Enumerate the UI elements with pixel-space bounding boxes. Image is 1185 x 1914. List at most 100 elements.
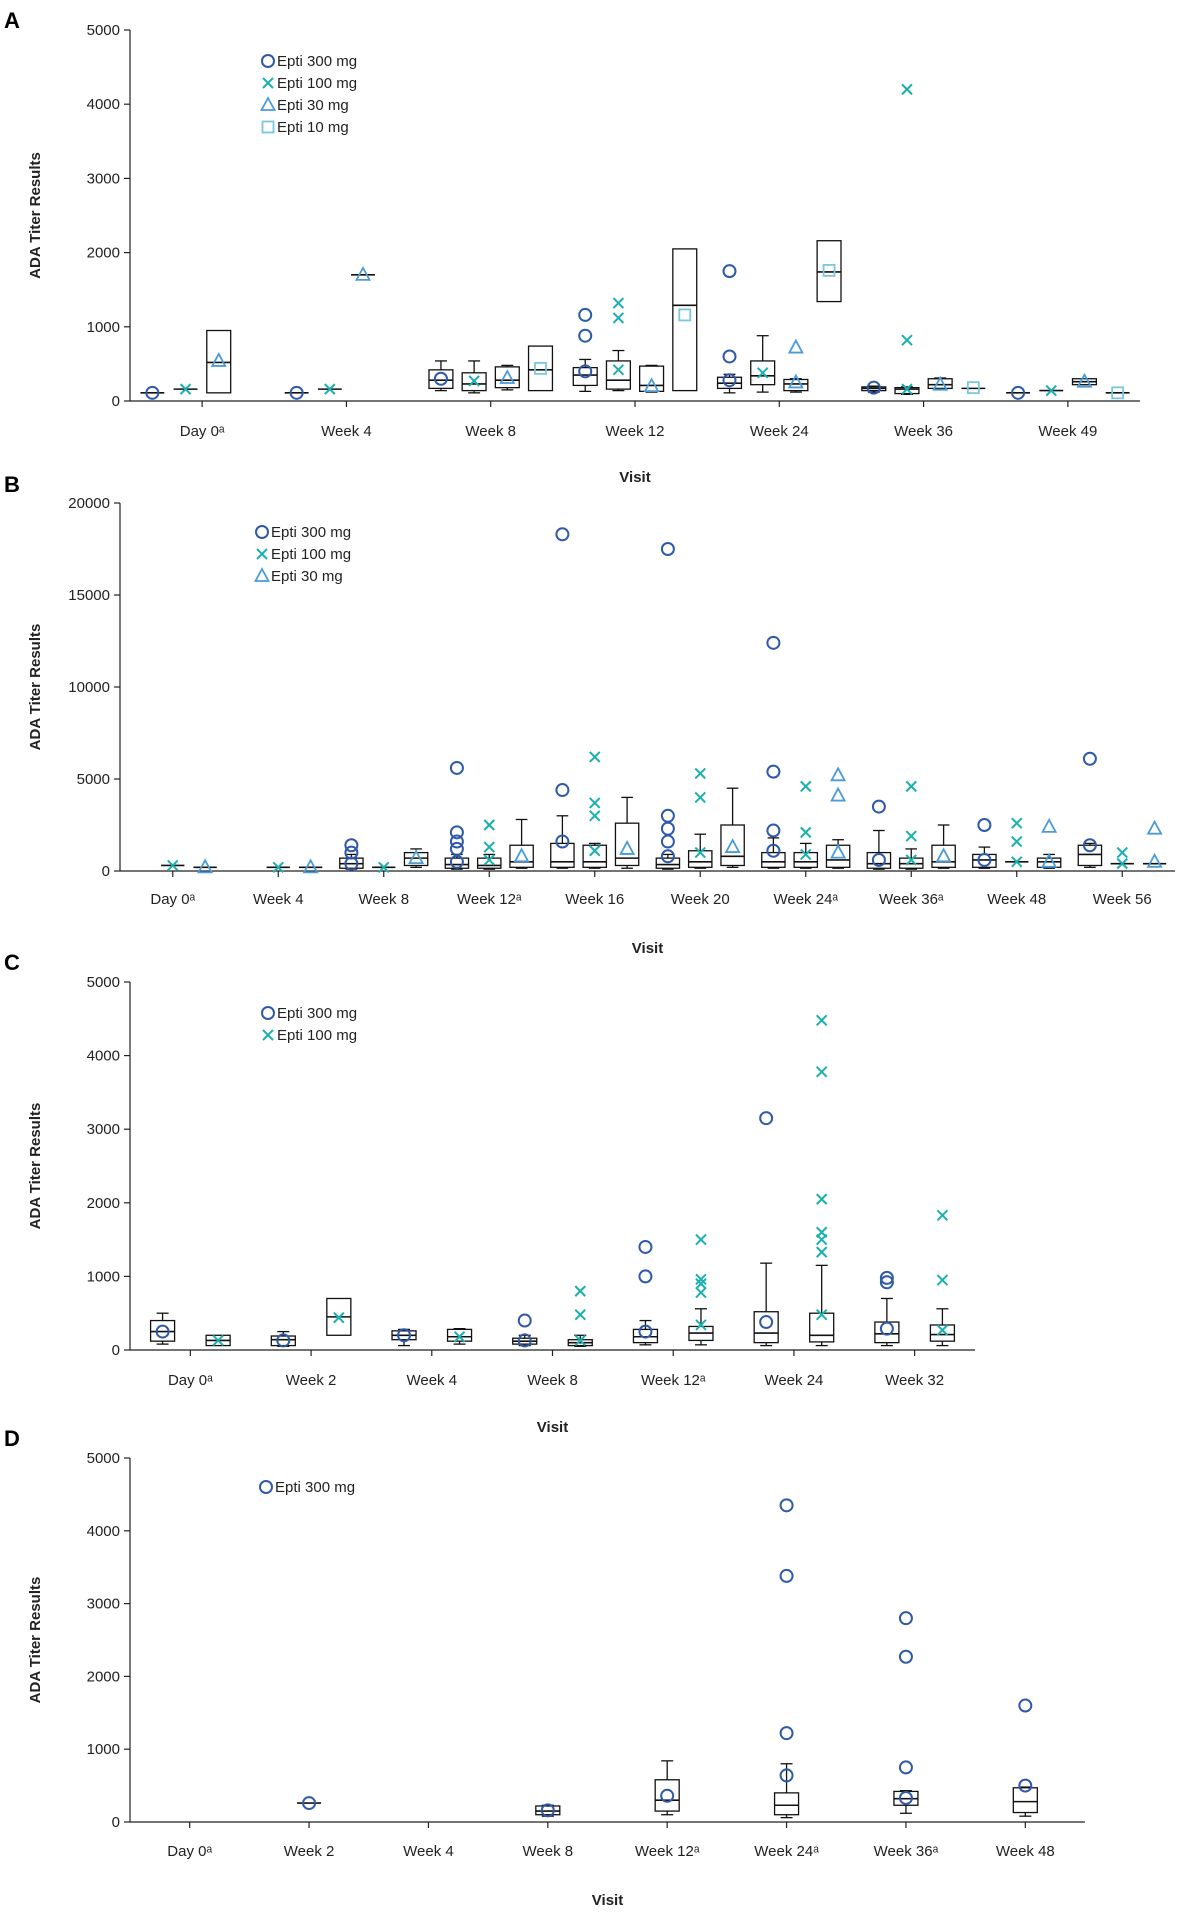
outlier-marker [578,328,593,343]
legend-marker [256,548,268,560]
mean-marker [1045,384,1057,397]
x-tick-label: Week 4 [321,423,372,440]
panel-b: B 0 5000 10000 15000 20000 Day 0ᵃ Week 4 Week 8 W… [4,472,1175,957]
mean-marker [660,1788,675,1803]
legend-marker [262,77,274,89]
box [687,850,713,868]
outlier-marker [612,312,625,324]
series-epti-30-mg [206,265,1098,394]
outlier-marker [344,845,359,860]
y-tick-label: 1000 [87,319,120,336]
mean-marker [905,854,917,866]
mean-marker [1041,852,1058,868]
y-axis-title: ADA Titer Results [27,624,44,751]
mean-marker [932,375,949,391]
outlier-marker [766,635,781,650]
y-tick-label: 10000 [68,679,110,696]
mean-marker [499,369,516,384]
mean-marker [179,383,192,395]
outlier-marker [977,818,992,832]
legend-entry: Epti 100 mg [277,1027,357,1044]
box [672,248,698,392]
outlier-marker [898,1611,913,1626]
series-epti-300-mg [140,264,1031,400]
box [773,1792,800,1816]
series-epti-100-mg [205,1014,956,1347]
y-tick-label: 3000 [87,1121,120,1138]
x-tick-label: Week 12 [606,423,665,440]
y-tick-label: 0 [102,863,110,880]
y-tick-label: 1000 [87,1741,120,1758]
box [894,386,920,395]
outlier-marker [1011,835,1023,848]
outlier-marker [936,1209,949,1222]
panel-d: D 0 1000 2000 3000 4000 5000 Day 0ᵃ Week 2 Week 4… [4,1426,1085,1909]
x-tick-label: Week 32 [885,1372,944,1389]
mean-marker [815,1308,828,1321]
mean-marker [197,858,214,874]
y-tick-label: 5000 [87,1450,120,1467]
box [654,1779,680,1812]
outlier-marker [574,1285,586,1297]
mean-marker [898,1790,913,1805]
legend-entry: Epti 300 mg [277,1005,357,1022]
mean-marker [468,375,480,387]
x-axis-title: Visit [592,1892,623,1909]
box [494,366,520,389]
outlier-marker [1116,846,1128,859]
box [929,1324,956,1342]
mean-marker [324,383,336,395]
mean-marker [660,849,675,864]
series-epti-100-mg [161,751,1134,874]
y-tick-label: 15000 [68,587,110,604]
legend-entry: Epti 300 mg [271,524,351,541]
outlier-marker [1041,817,1058,833]
x-tick-label: Week 20 [671,891,730,908]
mean-marker [378,861,390,874]
x-tick-label: Week 8 [358,891,409,908]
panel-letter: B [4,472,20,497]
outlier-marker [800,826,812,839]
legend-entry: Epti 300 mg [275,1479,355,1496]
panel-letter: A [4,8,20,33]
mean-marker [302,1796,317,1811]
outlier-marker [830,766,847,782]
mean-marker [935,847,952,863]
x-tick-label: Week 24ᵃ [773,891,838,908]
mean-marker [534,361,547,375]
legend-marker [261,120,275,134]
mean-marker [276,1333,291,1348]
legend: Epti 300 mg Epti 100 mg Epti 30 mg [253,524,351,585]
mean-marker [830,843,847,859]
mean-marker [578,364,593,379]
x-tick-label: Week 24 [750,423,809,440]
series-epti-300-mg [149,1111,900,1348]
outlier-marker [787,338,804,354]
x-tick-label: Week 49 [1038,423,1097,440]
box [428,369,454,390]
x-tick-label: Week 2 [286,1372,337,1389]
outlier-marker [517,1313,532,1328]
legend-marker [262,1029,274,1041]
legend-marker [255,525,269,539]
mean-marker [724,838,741,853]
x-tick-label: Week 24ᵃ [754,1843,819,1860]
x-tick-label: Week 4 [403,1843,454,1860]
box [550,842,575,868]
series-epti-10-mg [527,240,1130,400]
mean-marker [1111,386,1125,400]
y-tick-label: 2000 [87,245,120,262]
mean-marker [1076,372,1093,388]
mean-marker [1082,838,1097,853]
box [582,844,608,868]
outlier-marker [871,799,886,814]
box [509,844,534,868]
y-tick-label: 4000 [87,96,120,113]
outlier-marker [766,823,781,838]
mean-marker [155,1324,170,1339]
outlier-marker [449,760,464,775]
legend-entry: Epti 100 mg [271,546,351,563]
outlier-marker [695,1286,707,1299]
outlier-marker [638,1269,653,1284]
box [761,851,786,868]
